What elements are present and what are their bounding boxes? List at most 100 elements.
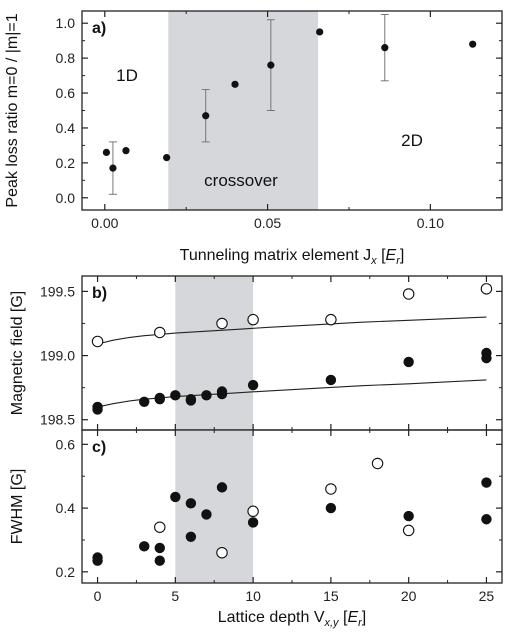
x-tick-label: 15 (323, 588, 339, 604)
x-axis-label-subscript: x (370, 255, 377, 267)
annotation-1d: 1D (116, 66, 138, 85)
data-point-filled (481, 477, 492, 488)
data-point-filled (481, 352, 492, 364)
x-tick-label: 0.10 (417, 215, 444, 231)
data-point-filled (247, 379, 259, 391)
x-axis-label-bracket: [ (339, 609, 348, 626)
x-tick-label: 10 (245, 588, 261, 604)
x-axis-label-bracket: [ (377, 247, 386, 264)
y-axis-label: Magnetic field [G] (9, 291, 26, 416)
x-axis-label-unit: E (347, 609, 358, 626)
x-axis-label-unit-subscript: r (396, 255, 401, 267)
x-tick-label: 0 (94, 588, 102, 604)
y-tick-label: 0.2 (56, 155, 76, 171)
data-point-open (216, 546, 228, 559)
data-point-open (402, 524, 415, 537)
data-point-open (154, 326, 166, 339)
data-point-filled (102, 148, 111, 156)
y-tick-label: 0.4 (56, 500, 76, 516)
y-tick-label: 199.0 (40, 348, 75, 364)
data-point-filled (216, 482, 228, 493)
x-axis-label-main: Lattice depth V (218, 609, 325, 626)
data-point-open (216, 317, 228, 330)
shaded-crossover-region (175, 276, 254, 430)
data-point-filled (154, 555, 165, 566)
x-axis-label: Lattice depth Vx,y [Er] (218, 609, 367, 629)
x-axis-label: Tunneling matrix element Jx [Er] (180, 247, 405, 267)
data-point-filled (92, 555, 103, 566)
data-point-filled (201, 390, 212, 401)
data-point-filled (247, 517, 259, 528)
x-axis-label-unit-subscript: r (358, 617, 363, 629)
data-point-filled (267, 61, 275, 69)
data-point-filled (185, 498, 197, 509)
x-axis-label-bracket-close: ] (362, 609, 366, 626)
annotation-2d: 2D (401, 131, 423, 150)
x-axis-label-subscript: x,y (324, 617, 341, 629)
y-tick-label: 0.0 (56, 190, 76, 206)
x-axis-label-unit: E (386, 247, 397, 264)
y-tick-label: 0.6 (56, 85, 76, 101)
x-tick-label: 5 (171, 588, 179, 604)
panel-label: a) (92, 20, 106, 37)
data-point-open (325, 483, 337, 495)
x-tick-label: 25 (479, 588, 495, 604)
data-point-open (402, 288, 415, 300)
data-point-filled (202, 112, 210, 120)
data-point-filled (469, 40, 477, 48)
fit-curve (97, 316, 487, 345)
y-tick-label: 0.2 (56, 564, 76, 580)
data-point-open (325, 313, 337, 326)
data-point-filled (163, 154, 171, 162)
y-tick-label: 0.4 (56, 120, 76, 136)
fit-curve (97, 379, 487, 408)
data-point-open (247, 505, 259, 518)
data-point-filled (231, 80, 239, 88)
y-axis-label: FWHM [G] (9, 469, 26, 545)
panel-label: c) (92, 439, 106, 456)
panel-a: 0.0 0.2 0.4 0.6 0.8 1.0 0.00 0.05 0.10 a) Peak los… (4, 10, 503, 267)
data-point-filled (201, 509, 212, 520)
data-point-filled (403, 510, 414, 522)
x-tick-label: 0.00 (91, 215, 118, 231)
data-point-filled (109, 164, 117, 172)
y-tick-label: 199.5 (40, 283, 75, 299)
data-point-filled (170, 390, 181, 401)
data-point-filled (325, 374, 337, 386)
panel-label: b) (92, 285, 107, 302)
data-point-filled (139, 541, 150, 552)
data-point-filled (381, 44, 389, 52)
data-point-filled (216, 386, 228, 397)
data-point-open (91, 335, 104, 348)
annotation-crossover: crossover (204, 171, 278, 190)
data-point-open (247, 313, 259, 326)
data-point-filled (185, 394, 197, 405)
x-axis-label-main: Tunneling matrix element J (180, 247, 372, 264)
data-point-filled (139, 396, 150, 407)
data-point-filled (316, 28, 324, 36)
data-point-filled (154, 392, 165, 404)
data-point-filled (154, 542, 165, 554)
x-tick-label: 0.05 (254, 215, 281, 231)
x-axis-label-bracket-close: ] (400, 247, 404, 264)
data-point-open (371, 457, 384, 470)
data-point-filled (122, 147, 130, 155)
data-point-filled (481, 514, 492, 525)
data-point-open (154, 521, 166, 533)
data-point-filled (403, 356, 414, 368)
y-axis-label: Peak loss ratio m=0 / |m|=1 (4, 13, 21, 207)
y-tick-label: 1.0 (56, 15, 76, 31)
data-point-open (480, 283, 493, 295)
data-point-filled (92, 404, 103, 415)
shaded-crossover-region (168, 11, 319, 210)
y-tick-label: 198.5 (40, 412, 75, 428)
data-point-filled (325, 502, 337, 514)
panel-b: 198.5 199.0 199.5 b) Magnetic field [G] (9, 275, 503, 431)
data-point-filled (185, 531, 197, 542)
panel-c: 0.2 0.4 0.6 0 5 10 15 20 25 c) FWHM [G] Lattice dep… (9, 429, 503, 629)
y-tick-label: 0.8 (56, 50, 76, 66)
plot-frame (81, 429, 503, 584)
x-tick-label: 20 (401, 588, 417, 604)
data-point-filled (170, 491, 181, 503)
